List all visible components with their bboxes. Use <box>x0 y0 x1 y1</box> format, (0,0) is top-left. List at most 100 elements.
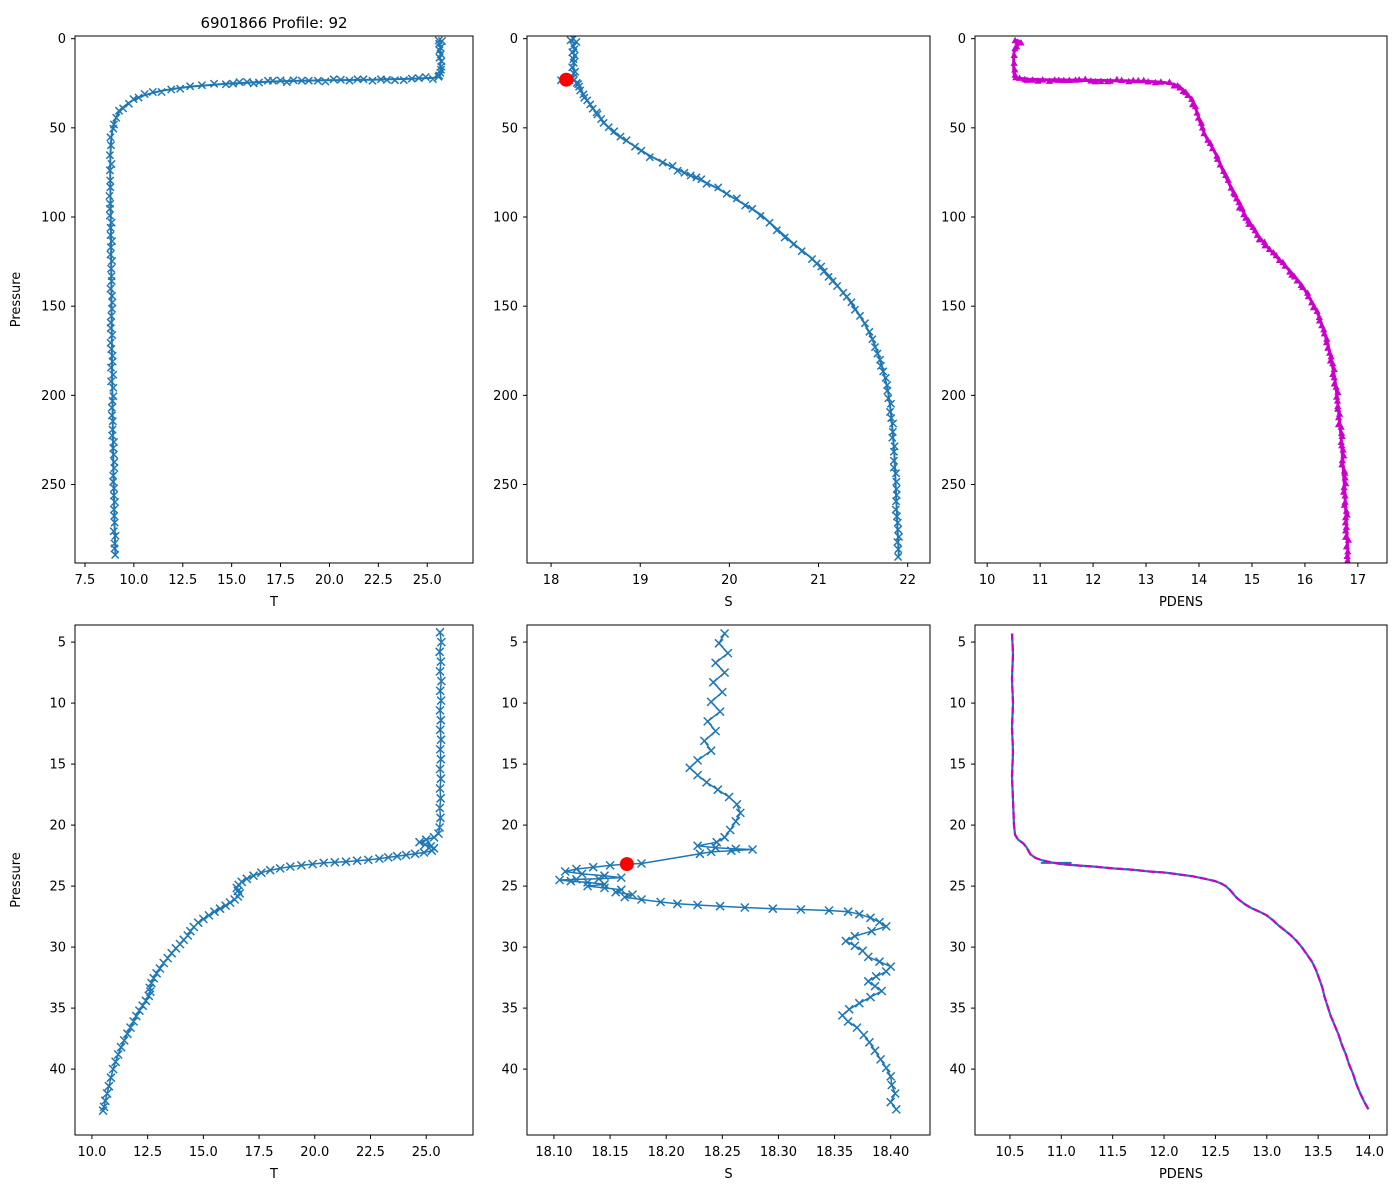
x-tick-label: 15.0 <box>217 573 246 588</box>
x-tick-label: 18.15 <box>591 1145 628 1160</box>
salinity-profile-top-axes-box <box>526 35 931 564</box>
x-tick-label: 20 <box>721 573 738 588</box>
temperature-profile-top-axes-box <box>74 35 474 564</box>
x-tick-label: 25.0 <box>413 573 442 588</box>
pdens-blue-underlay-path <box>1012 39 1350 562</box>
x-tick-label: 10.5 <box>995 1145 1024 1160</box>
y-tick-label: 10 <box>501 697 518 712</box>
temperature-line-path <box>109 38 444 556</box>
pdens-magenta-line-path <box>1012 38 1350 562</box>
highlight-dot-zoom <box>619 857 634 872</box>
y-tick-label: 25 <box>49 880 66 895</box>
x-tick-label: 14 <box>1191 573 1208 588</box>
x-tick-label: 18 <box>543 573 560 588</box>
temperature-profile-zoom-ylabel: Pressure <box>9 852 24 908</box>
y-tick-label: 15 <box>49 758 66 773</box>
y-tick-label: 100 <box>941 211 966 226</box>
x-tick-label: 12.5 <box>1201 1145 1230 1160</box>
highlight-dot <box>559 72 574 87</box>
x-tick-label: 11.5 <box>1098 1145 1127 1160</box>
y-tick-label: 35 <box>949 1002 966 1017</box>
x-tick-label: 15.0 <box>189 1145 218 1160</box>
y-tick-label: 50 <box>949 121 966 136</box>
x-tick-label: 10.0 <box>119 573 148 588</box>
x-tick-label: 18.30 <box>760 1145 797 1160</box>
pdens-profile-top-axes-box <box>974 35 1388 564</box>
figure-title: 6901866 Profile: 92 <box>200 14 347 32</box>
y-tick-label: 200 <box>493 389 518 404</box>
y-tick-label: 250 <box>41 478 66 493</box>
salinity-line-markers <box>556 36 904 562</box>
temperature-profile-zoom: 10.0 12.5 15.0 17.5 20.0 22.5 25.0 5 10 15 20 25 30 3… <box>9 624 474 1182</box>
x-tick-label: 13.5 <box>1304 1145 1333 1160</box>
temperature-zoom-line-markers <box>98 627 446 1116</box>
pdens-zoom-blue-line-path <box>1010 633 1370 1110</box>
y-tick-label: 40 <box>949 1063 966 1078</box>
y-tick-label: 100 <box>41 211 66 226</box>
y-tick-label: 250 <box>941 478 966 493</box>
x-tick-label: 15 <box>1244 573 1261 588</box>
x-tick-label: 20.0 <box>300 1145 329 1160</box>
x-tick-label: 18.25 <box>704 1145 741 1160</box>
x-tick-label: 18.20 <box>648 1145 685 1160</box>
y-tick-label: 50 <box>49 121 66 136</box>
y-tick-label: 5 <box>510 636 518 651</box>
x-tick-label: 12.5 <box>168 573 197 588</box>
x-tick-label: 22 <box>899 573 916 588</box>
y-tick-label: 15 <box>949 758 966 773</box>
salinity-zoom-line-markers <box>555 628 901 1114</box>
temperature-line-markers <box>105 36 447 560</box>
x-tick-label: 11 <box>1032 573 1049 588</box>
y-tick-label: 40 <box>501 1063 518 1078</box>
x-tick-label: 13 <box>1138 573 1155 588</box>
salinity-profile-top: 18 19 20 21 22 0 50 100 150 200 250 S <box>493 32 931 610</box>
temperature-profile-top-xlabel: T <box>269 595 278 610</box>
x-tick-label: 22.5 <box>356 1145 385 1160</box>
y-tick-label: 10 <box>49 697 66 712</box>
pdens-magenta-line-markers <box>1010 36 1352 563</box>
salinity-zoom-line-path <box>559 633 897 1110</box>
y-tick-label: 35 <box>501 1002 518 1017</box>
y-tick-label: 15 <box>501 758 518 773</box>
y-tick-label: 50 <box>501 121 518 136</box>
x-tick-label: 12.0 <box>1150 1145 1179 1160</box>
y-tick-label: 30 <box>949 941 966 956</box>
y-tick-label: 5 <box>58 636 66 651</box>
y-tick-label: 20 <box>49 819 66 834</box>
salinity-profile-zoom: 18.10 18.15 18.20 18.25 18.30 18.35 18.40 5 10 15… <box>501 624 931 1182</box>
x-tick-label: 12 <box>1085 573 1102 588</box>
x-tick-label: 13.0 <box>1252 1145 1281 1160</box>
x-tick-label: 22.5 <box>364 573 393 588</box>
pdens-profile-top: 10 11 12 13 14 15 16 17 0 50 100 150 200 250 PDENS <box>941 32 1388 610</box>
x-tick-label: 25.0 <box>412 1145 441 1160</box>
temperature-profile-zoom-xlabel: T <box>269 1167 278 1182</box>
pdens-zoom-magenta-dashed-path <box>1010 633 1370 1110</box>
y-tick-label: 25 <box>501 880 518 895</box>
x-tick-label: 18.10 <box>535 1145 572 1160</box>
x-tick-label: 19 <box>632 573 649 588</box>
y-tick-label: 0 <box>58 32 66 47</box>
x-tick-label: 16 <box>1297 573 1314 588</box>
x-tick-label: 10 <box>979 573 996 588</box>
x-tick-label: 17 <box>1350 573 1367 588</box>
salinity-profile-zoom-axes-box <box>526 624 931 1136</box>
x-tick-label: 21 <box>810 573 827 588</box>
y-tick-label: 0 <box>510 32 518 47</box>
x-tick-label: 7.5 <box>75 573 96 588</box>
temperature-profile-top-ylabel: Pressure <box>9 272 24 328</box>
y-tick-label: 150 <box>493 300 518 315</box>
pdens-profile-zoom-xlabel: PDENS <box>1159 1167 1203 1182</box>
x-tick-label: 18.40 <box>872 1145 909 1160</box>
pdens-profile-top-xlabel: PDENS <box>1159 595 1203 610</box>
y-tick-label: 20 <box>949 819 966 834</box>
y-tick-label: 100 <box>493 211 518 226</box>
salinity-profile-top-xlabel: S <box>724 595 732 610</box>
temperature-profile-zoom-axes-box <box>74 624 474 1136</box>
y-tick-label: 250 <box>493 478 518 493</box>
y-tick-label: 150 <box>941 300 966 315</box>
y-tick-label: 30 <box>501 941 518 956</box>
x-tick-label: 14.0 <box>1355 1145 1384 1160</box>
salinity-profile-zoom-xlabel: S <box>724 1167 732 1182</box>
